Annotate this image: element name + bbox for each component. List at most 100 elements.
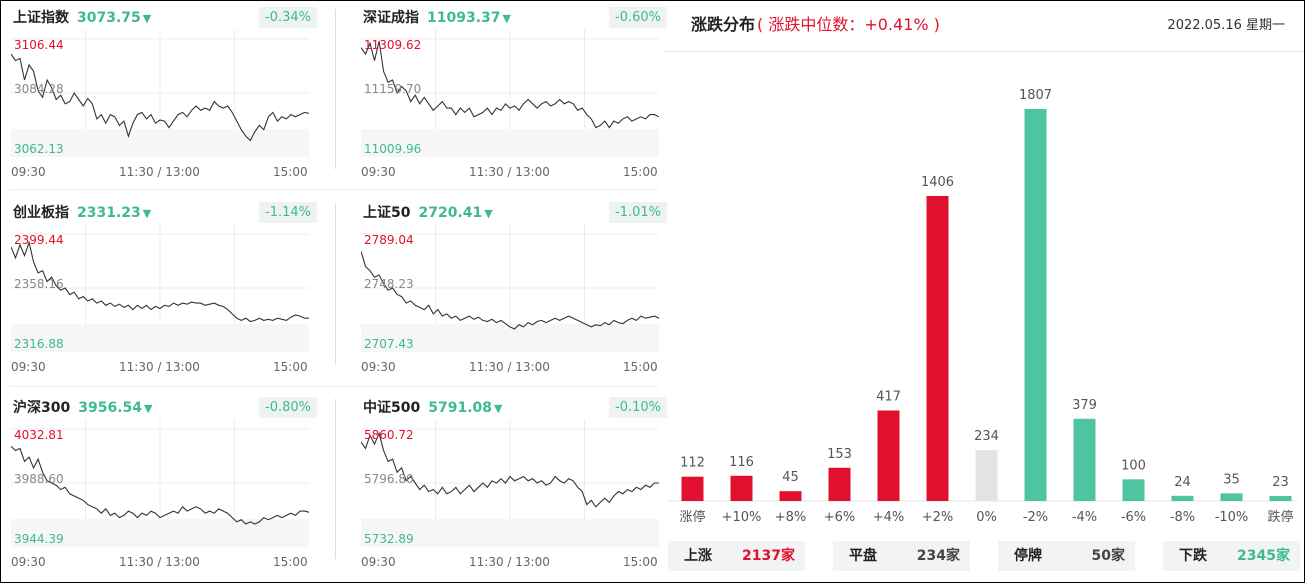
time-axis-start: 09:30: [361, 165, 396, 179]
sparkline-line: [11, 240, 309, 323]
time-axis-end: 15:00: [273, 555, 308, 569]
index-value: 2720.41: [418, 205, 483, 221]
index-header: 上证50 2720.41 ▼: [363, 202, 493, 222]
summary-up-value: 2137家: [742, 548, 795, 564]
sparkline-line: [11, 445, 309, 525]
bar-category-label: +8%: [775, 510, 807, 525]
median-change-text: ( 涨跌中位数：+0.41% ): [757, 15, 940, 34]
intraday-sparkline: [11, 419, 309, 547]
distribution-bar: [828, 467, 851, 501]
time-axis-mid: 11:30 / 13:00: [119, 360, 200, 374]
distribution-bar: [1073, 418, 1096, 501]
distribution-bar: [975, 450, 998, 501]
bar-category-label: -2%: [1023, 510, 1048, 525]
sparkline-band: [361, 519, 659, 547]
time-axis-end: 15:00: [273, 165, 308, 179]
index-name: 深证成指: [363, 10, 419, 26]
summary-flat-label: 平盘: [849, 548, 877, 564]
bar-value-label: 116: [729, 455, 754, 470]
sparkline-mid-label: 2748.23: [364, 277, 414, 291]
sparkline-mid-label: 3988.60: [14, 472, 64, 486]
bar-value-label: 153: [827, 447, 852, 462]
index-panel[interactable]: 中证500 5791.08 ▼ -0.10% 5860.72 5796.80 5732.89…: [351, 391, 671, 581]
index-panel[interactable]: 创业板指 2331.23 ▼ -1.14% 2399.44 2358.16 2316.88 0…: [1, 196, 321, 386]
bar-value-label: 417: [876, 390, 901, 405]
down-arrow-icon: ▼: [494, 402, 503, 415]
bar-category-label: +2%: [922, 510, 954, 525]
index-header: 中证500 5791.08 ▼: [363, 397, 502, 417]
down-arrow-icon: ▼: [142, 12, 152, 25]
summary-halt-label: 停牌: [1014, 548, 1042, 564]
time-axis-end: 15:00: [623, 360, 658, 374]
bar-value-label: 100: [1121, 458, 1146, 473]
down-arrow-icon: ▼: [484, 207, 493, 220]
index-name: 上证50: [363, 205, 411, 221]
sparkline-low-label: 2316.88: [14, 337, 64, 351]
sparkline-high-label: 4032.81: [14, 428, 64, 442]
intraday-sparkline: [11, 224, 309, 352]
distribution-bar: [1122, 479, 1145, 501]
time-axis-start: 09:30: [11, 555, 46, 569]
index-change-badge: -0.60%: [609, 7, 667, 28]
time-axis-start: 09:30: [11, 360, 46, 374]
index-change-badge: -0.80%: [259, 397, 317, 418]
intraday-sparkline: [11, 29, 309, 157]
sparkline-mid-label: 3084.28: [14, 82, 64, 96]
down-arrow-icon: ▼: [144, 402, 153, 415]
bar-value-label: 112: [680, 456, 705, 471]
sparkline-high-label: 2789.04: [364, 233, 414, 247]
sparkline-band: [11, 129, 309, 157]
sparkline-high-label: 11309.62: [364, 38, 422, 52]
distribution-bar: [1171, 495, 1194, 501]
distribution-bar: [926, 196, 949, 501]
index-panel[interactable]: 深证成指 11093.37 ▼ -0.60% 11309.62 11159.70 11009…: [351, 1, 671, 191]
index-value: 3073.75: [77, 10, 141, 26]
bar-category-label: 跌停: [1267, 509, 1293, 525]
time-axis-start: 09:30: [361, 360, 396, 374]
index-panel[interactable]: 沪深300 3956.54 ▼ -0.80% 4032.81 3988.60 3944.39…: [1, 391, 321, 581]
distribution-bar: [681, 476, 704, 501]
distribution-bar-chart: 112 涨停 116 +10% 45 +8% 153 +6% 417 +4% 1406 +2% 234 0…: [668, 88, 1298, 525]
index-value: 5791.08: [428, 400, 492, 416]
row-divider: [9, 189, 659, 190]
index-panel[interactable]: 上证50 2720.41 ▼ -1.01% 2789.04 2748.23 2707.43 0…: [351, 196, 671, 386]
time-axis-mid: 11:30 / 13:00: [469, 555, 550, 569]
index-panels: 上证指数 3073.75 ▼ -0.34% 3106.44 3084.28 3062.13 0…: [1, 1, 667, 581]
bar-value-label: 234: [974, 429, 999, 444]
time-axis-start: 09:30: [361, 555, 396, 569]
sparkline-high-label: 2399.44: [14, 233, 64, 247]
summary-halt: 停牌 50家: [998, 541, 1135, 571]
down-arrow-icon: ▼: [502, 12, 511, 25]
index-name: 上证指数: [13, 10, 69, 26]
bar-category-label: 0%: [976, 510, 997, 525]
bar-value-label: 1406: [921, 175, 954, 190]
sparkline-band: [361, 324, 659, 352]
header-divider: [663, 51, 1303, 52]
index-panel[interactable]: 上证指数 3073.75 ▼ -0.34% 3106.44 3084.28 3062.13 0…: [1, 1, 321, 191]
index-header: 创业板指 2331.23 ▼: [13, 202, 151, 222]
index-header: 沪深300 3956.54 ▼: [13, 397, 152, 417]
sparkline-low-label: 3062.13: [14, 142, 64, 156]
sparkline-low-label: 3944.39: [14, 532, 64, 546]
distribution-title: 涨跌分布( 涨跌中位数：+0.41% ): [691, 11, 940, 35]
time-axis-end: 15:00: [273, 360, 308, 374]
sparkline-high-label: 3106.44: [14, 38, 64, 52]
summary-up: 上涨 2137家: [668, 541, 805, 571]
index-name: 中证500: [363, 400, 421, 416]
rise-fall-distribution: 涨跌分布( 涨跌中位数：+0.41% ) 2022.05.16 星期一 112 涨…: [663, 1, 1303, 581]
index-change-badge: -1.01%: [609, 202, 667, 223]
index-change-badge: -0.10%: [609, 397, 667, 418]
sparkline-band: [11, 519, 309, 547]
sparkline-mid-label: 2358.16: [14, 277, 64, 291]
summary-flat-value: 234家: [916, 548, 960, 564]
summary-flat: 平盘 234家: [833, 541, 970, 571]
sparkline-mid-label: 5796.80: [364, 472, 414, 486]
index-name: 沪深300: [13, 400, 71, 416]
sparkline-line: [11, 53, 309, 142]
distribution-bar: [1024, 109, 1047, 501]
intraday-sparkline: [361, 224, 659, 352]
bar-category-label: -8%: [1170, 510, 1195, 525]
column-divider: [335, 9, 336, 169]
distribution-bar: [779, 491, 802, 501]
sparkline-low-label: 5732.89: [364, 532, 414, 546]
